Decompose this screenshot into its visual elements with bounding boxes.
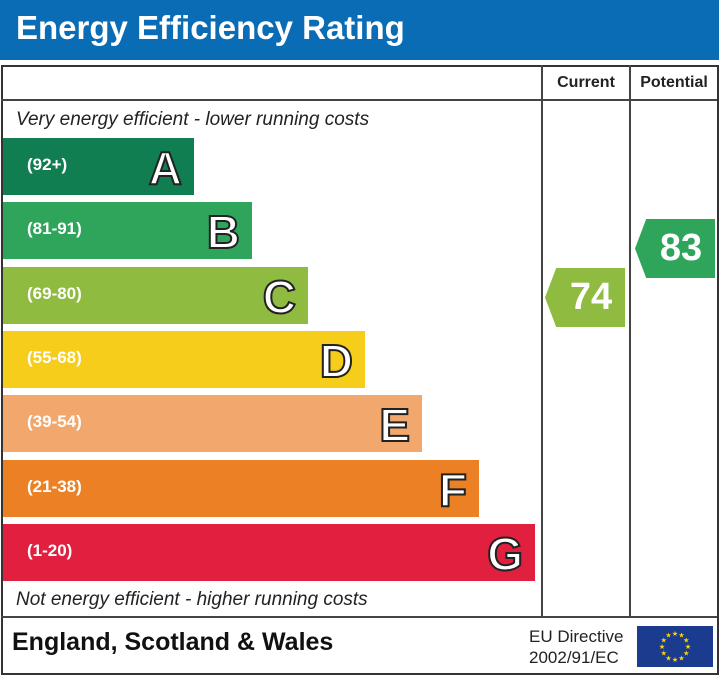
region-label: England, Scotland & Wales	[12, 628, 334, 656]
current-column-header: Current	[557, 74, 615, 91]
band-letter: E	[378, 398, 411, 452]
band-range: (81-91)	[27, 219, 82, 239]
star-icon: ★	[661, 650, 667, 658]
band-bar-e: (39-54) E	[3, 395, 422, 453]
divider	[629, 65, 631, 618]
star-icon: ★	[678, 632, 684, 640]
page-title: Energy Efficiency Rating	[16, 9, 405, 46]
band-bar-c: (69-80) C	[3, 266, 308, 324]
band-bar-a: (92+) A	[3, 138, 194, 195]
potential-column-header: Potential	[640, 74, 708, 91]
star-icon: ★	[683, 650, 689, 658]
eu-flag-icon: ★ ★ ★ ★ ★ ★ ★ ★ ★ ★ ★ ★	[637, 626, 713, 667]
potential-rating-arrow: 83	[635, 219, 715, 278]
band-bar-f: (21-38) F	[3, 459, 479, 517]
band-bar-g: (1-20) G	[3, 523, 535, 581]
star-icon: ★	[659, 643, 665, 651]
star-icon: ★	[685, 643, 691, 651]
eu-directive: EU Directive 2002/91/EC	[529, 626, 623, 668]
band-letter: D	[319, 334, 354, 388]
band-range: (92+)	[27, 155, 68, 174]
band-range: (21-38)	[27, 476, 82, 496]
star-icon: ★	[683, 637, 689, 645]
band-letter: B	[206, 205, 241, 259]
band-range: (69-80)	[27, 283, 82, 303]
band-bar-d: (55-68) D	[3, 330, 365, 388]
directive-line1: EU Directive	[529, 627, 624, 646]
band-range: (55-68)	[27, 347, 82, 367]
inefficient-note: Not energy efficient - higher running co…	[16, 589, 368, 610]
divider	[1, 99, 717, 101]
star-icon: ★	[678, 654, 684, 662]
current-rating-value: 74	[569, 276, 613, 318]
band-bar-b: (81-91) B	[3, 202, 252, 260]
band-range: (1-20)	[27, 540, 73, 560]
star-icon: ★	[672, 630, 678, 638]
band-letter: F	[438, 463, 468, 517]
star-icon: ★	[665, 632, 671, 640]
directive-line2: 2002/91/EC	[529, 648, 619, 667]
potential-rating-value: 83	[659, 227, 703, 269]
band-letter: A	[148, 141, 183, 195]
star-icon: ★	[672, 656, 678, 664]
efficient-note: Very energy efficient - lower running co…	[16, 109, 370, 130]
title-bar: Energy Efficiency Rating	[0, 0, 719, 60]
star-icon: ★	[665, 654, 671, 662]
star-icon: ★	[661, 637, 667, 645]
current-rating-arrow: 74	[545, 268, 625, 327]
divider	[541, 65, 543, 618]
band-letter: C	[262, 270, 297, 324]
rating-frame	[1, 65, 719, 675]
band-range: (39-54)	[27, 412, 82, 432]
band-letter: G	[486, 527, 524, 581]
divider	[1, 616, 717, 618]
